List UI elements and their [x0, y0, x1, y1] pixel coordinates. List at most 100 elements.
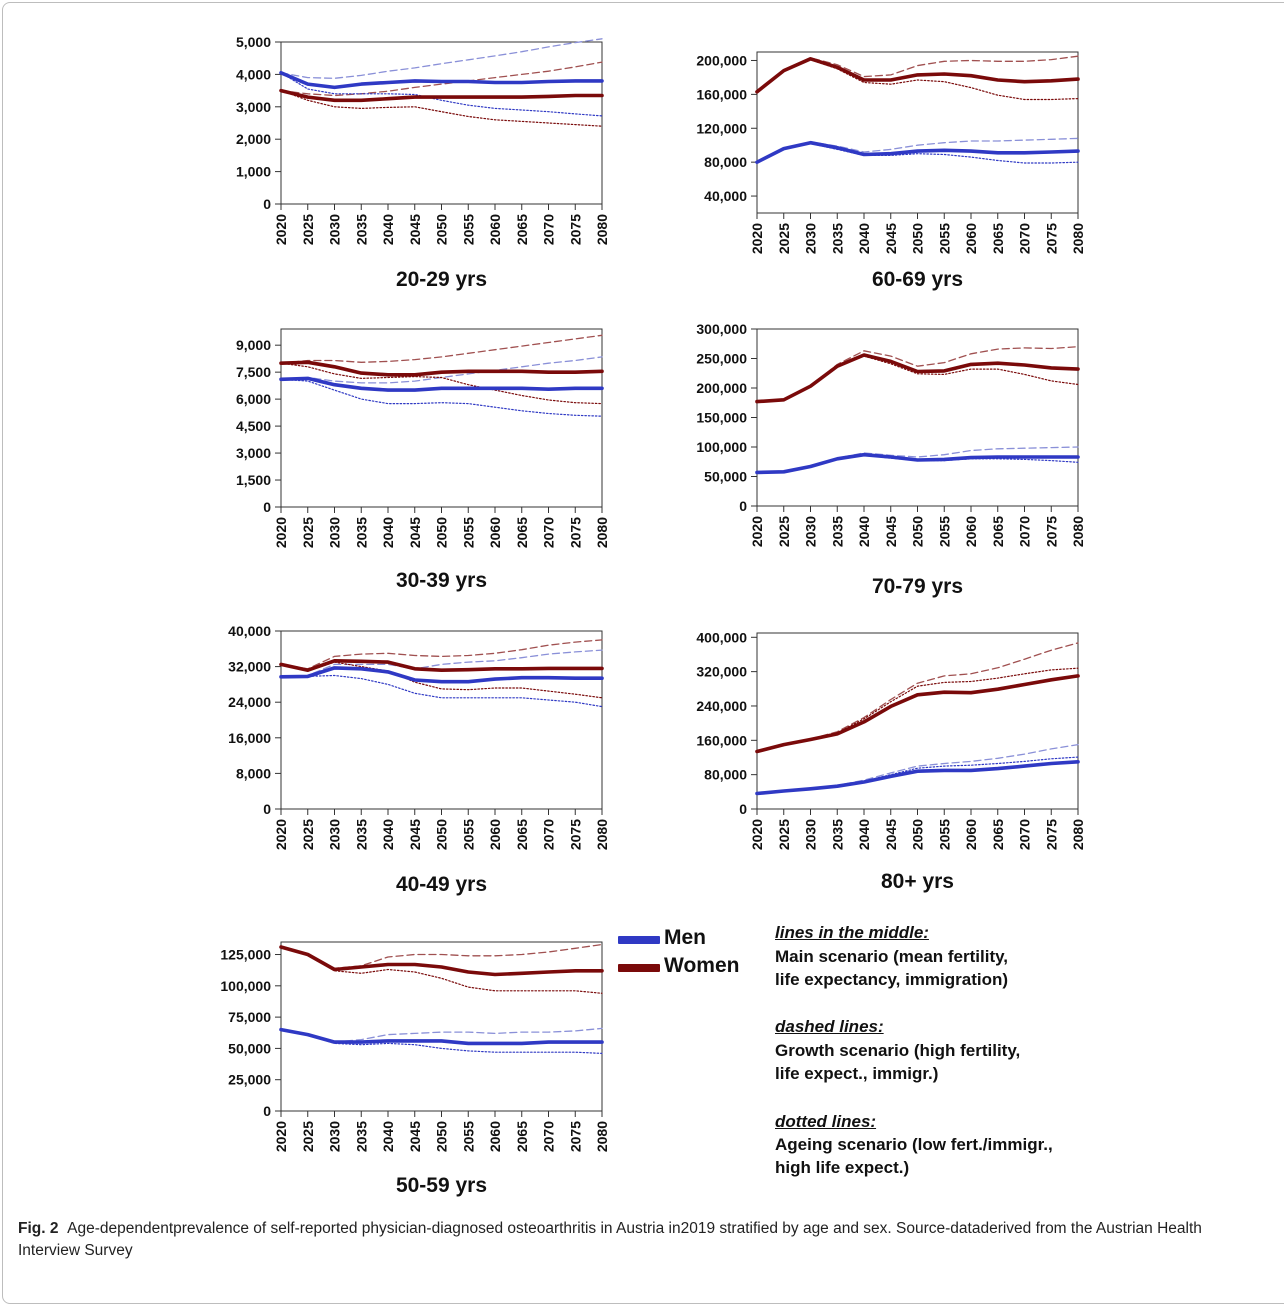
x-tick-label: 2040 — [856, 819, 872, 850]
x-tick-label: 2035 — [829, 516, 845, 547]
x-tick-label: 2025 — [776, 819, 792, 850]
x-tick-label: 2070 — [1017, 819, 1033, 850]
series-women-main — [279, 88, 604, 103]
x-tick-label: 2060 — [487, 214, 503, 245]
x-tick-label: 2050 — [434, 1121, 450, 1152]
panel-title: 20-29 yrs — [396, 268, 487, 291]
y-tick-label: 125,000 — [220, 947, 271, 963]
x-tick-label: 2030 — [327, 214, 343, 245]
x-tick-label: 2020 — [273, 214, 289, 245]
x-tick-label: 2080 — [1070, 516, 1086, 547]
y-tick-label: 1,000 — [236, 164, 271, 180]
x-tick-label: 2070 — [541, 819, 557, 850]
x-tick-label: 2060 — [963, 516, 979, 547]
x-tick-label: 2080 — [594, 819, 610, 850]
series-men-ageing — [280, 674, 603, 708]
series-men-ageing — [280, 378, 603, 417]
x-tick-label: 2070 — [1017, 516, 1033, 547]
series-men-growth — [756, 743, 1079, 795]
x-tick-label: 2060 — [963, 223, 979, 254]
x-tick-label: 2075 — [567, 1121, 583, 1152]
y-tick-label: 6,000 — [236, 391, 271, 407]
x-tick-label: 2075 — [567, 517, 583, 548]
chart-panel-3: 0 1,500 3,000 4,500 6,000 7,500 9,000 2020 2025 2… — [236, 328, 610, 592]
note-dashed-heading: dashed lines: — [775, 1017, 884, 1036]
y-tick-label: 1,500 — [236, 472, 271, 488]
x-tick-label: 2020 — [749, 223, 765, 254]
y-tick-label: 16,000 — [228, 730, 271, 746]
plot-area — [756, 632, 1079, 810]
series-women-growth — [756, 55, 1079, 93]
charts-canvas: 0 1,000 2,000 3,000 4,000 5,000 2020 2025 2030 20… — [220, 34, 1086, 1197]
chart-panel-6: 0 80,000 160,000 240,000 320,000 400,000 2020 2… — [696, 629, 1086, 893]
x-tick-label: 2070 — [541, 1121, 557, 1152]
series-men-main — [755, 140, 1080, 164]
y-tick-label: 5,000 — [236, 34, 271, 50]
y-tick-label: 100,000 — [220, 978, 271, 994]
x-tick-label: 2035 — [353, 517, 369, 548]
y-tick-label: 80,000 — [704, 154, 747, 170]
y-tick-label: 400,000 — [696, 629, 747, 645]
y-tick-label: 25,000 — [228, 1072, 271, 1088]
y-tick-label: 4,000 — [236, 66, 271, 82]
chart-panel-2: 40,000 80,000 120,000 160,000 200,000 2020 202… — [696, 51, 1086, 291]
y-tick-label: 50,000 — [704, 469, 747, 485]
x-tick-label: 2025 — [776, 516, 792, 547]
y-tick-label: 0 — [263, 196, 271, 212]
x-tick-label: 2055 — [936, 223, 952, 254]
x-tick-label: 2045 — [883, 819, 899, 850]
series-men-main — [279, 1027, 604, 1046]
note-dotted-line-1: Ageing scenario (low fert./immigr., — [775, 1135, 1053, 1154]
y-tick-label: 0 — [263, 499, 271, 515]
note-dotted-line-2: high life expect.) — [775, 1158, 910, 1177]
y-tick-label: 120,000 — [696, 120, 747, 136]
x-tick-label: 2035 — [353, 214, 369, 245]
y-tick-label: 200,000 — [696, 52, 747, 68]
y-tick-label: 80,000 — [704, 767, 747, 783]
x-tick-label: 2040 — [856, 516, 872, 547]
x-tick-label: 2075 — [567, 819, 583, 850]
series-women-main — [279, 659, 604, 672]
y-tick-label: 2,000 — [236, 131, 271, 147]
x-tick-label: 2065 — [514, 214, 530, 245]
x-tick-label: 2050 — [434, 517, 450, 548]
chart-panel-7: 0 25,000 50,000 75,000 100,000 125,000 2020 202… — [220, 941, 610, 1197]
y-tick-label: 3,000 — [236, 99, 271, 115]
plot-area — [280, 630, 603, 810]
series-women-growth — [280, 61, 603, 97]
series-women-main — [279, 945, 604, 977]
x-tick-label: 2020 — [749, 819, 765, 850]
x-tick-label: 2020 — [273, 819, 289, 850]
series-women-ageing — [280, 90, 603, 127]
y-tick-label: 300,000 — [696, 321, 747, 337]
chart-panel-5: 0 8,000 16,000 24,000 32,000 40,000 2020 2025 20… — [228, 623, 610, 896]
x-tick-label: 2055 — [460, 214, 476, 245]
x-tick-label: 2075 — [1043, 223, 1059, 254]
x-tick-label: 2065 — [514, 819, 530, 850]
y-tick-label: 150,000 — [696, 410, 747, 426]
x-tick-label: 2045 — [883, 223, 899, 254]
x-tick-label: 2060 — [487, 1121, 503, 1152]
x-tick-label: 2065 — [990, 819, 1006, 850]
x-tick-label: 2050 — [434, 214, 450, 245]
women-legend-swatch — [618, 964, 660, 972]
series-men-main — [279, 71, 604, 90]
series-women-main — [279, 360, 604, 377]
series-women-growth — [280, 334, 603, 364]
y-tick-label: 0 — [739, 498, 747, 514]
x-tick-label: 2050 — [434, 819, 450, 850]
x-tick-label: 2020 — [273, 1121, 289, 1152]
panel-title: 80+ yrs — [881, 870, 954, 893]
y-tick-label: 160,000 — [696, 86, 747, 102]
x-tick-label: 2025 — [300, 819, 316, 850]
x-tick-label: 2045 — [883, 516, 899, 547]
x-tick-label: 2060 — [487, 517, 503, 548]
plot-area — [280, 328, 603, 508]
x-tick-label: 2040 — [380, 214, 396, 245]
y-tick-label: 0 — [263, 1103, 271, 1119]
x-tick-label: 2075 — [1043, 819, 1059, 850]
x-tick-label: 2070 — [541, 517, 557, 548]
x-tick-label: 2065 — [990, 223, 1006, 254]
panel-title: 40-49 yrs — [396, 873, 487, 896]
y-tick-label: 0 — [739, 801, 747, 817]
